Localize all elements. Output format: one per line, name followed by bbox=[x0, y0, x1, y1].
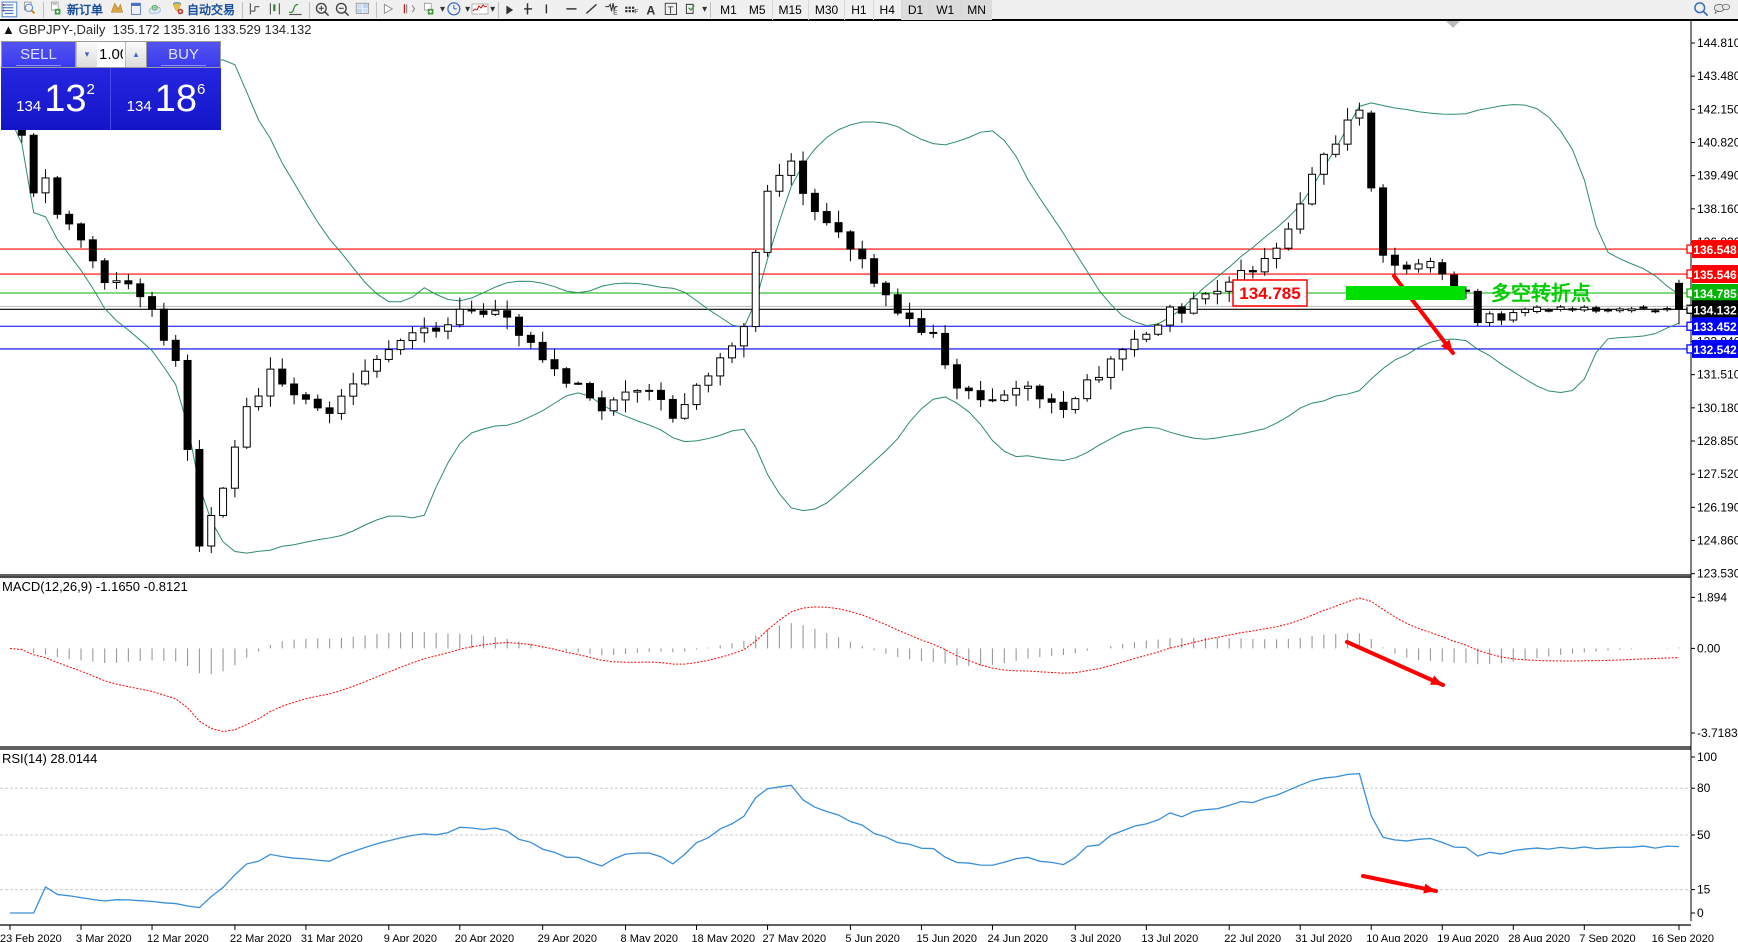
svg-text:50: 50 bbox=[1697, 828, 1711, 842]
svg-text:18 May 2020: 18 May 2020 bbox=[692, 933, 756, 942]
svg-text:134.785: 134.785 bbox=[1239, 284, 1300, 303]
svg-text:132.542: 132.542 bbox=[1693, 343, 1737, 357]
svg-text:-3.7183: -3.7183 bbox=[1697, 726, 1738, 740]
svg-text:MACD(12,26,9) -1.1650 -0.8121: MACD(12,26,9) -1.1650 -0.8121 bbox=[2, 579, 188, 594]
svg-text:144.810: 144.810 bbox=[1697, 36, 1738, 50]
svg-text:A: A bbox=[647, 3, 656, 17]
svg-text:5 Jun 2020: 5 Jun 2020 bbox=[845, 933, 899, 942]
svg-text:134.132: 134.132 bbox=[1693, 303, 1737, 317]
svg-text:31 Jul 2020: 31 Jul 2020 bbox=[1295, 933, 1352, 942]
svg-text:80: 80 bbox=[1697, 781, 1711, 795]
svg-text:31 Mar 2020: 31 Mar 2020 bbox=[301, 933, 363, 942]
svg-text:15 Jun 2020: 15 Jun 2020 bbox=[916, 933, 977, 942]
svg-text:9 Apr 2020: 9 Apr 2020 bbox=[384, 933, 437, 942]
svg-text:E: E bbox=[613, 9, 618, 16]
svg-text:143.480: 143.480 bbox=[1697, 69, 1738, 83]
svg-text:130.180: 130.180 bbox=[1697, 401, 1738, 415]
svg-text:22 Jul 2020: 22 Jul 2020 bbox=[1224, 933, 1281, 942]
svg-text:100: 100 bbox=[1697, 750, 1717, 764]
svg-text:134.785: 134.785 bbox=[1693, 287, 1737, 301]
svg-text:142.150: 142.150 bbox=[1697, 102, 1738, 116]
svg-text:20 Apr 2020: 20 Apr 2020 bbox=[455, 933, 514, 942]
svg-text:123.530: 123.530 bbox=[1697, 567, 1738, 581]
svg-text:3 Mar 2020: 3 Mar 2020 bbox=[76, 933, 132, 942]
svg-text:23 Feb 2020: 23 Feb 2020 bbox=[0, 933, 62, 942]
svg-text:131.510: 131.510 bbox=[1697, 368, 1738, 382]
svg-text:136.548: 136.548 bbox=[1693, 243, 1737, 257]
svg-text:0.00: 0.00 bbox=[1697, 641, 1721, 655]
svg-text:8 May 2020: 8 May 2020 bbox=[621, 933, 678, 942]
svg-text:139.490: 139.490 bbox=[1697, 169, 1738, 183]
svg-text:29 Apr 2020: 29 Apr 2020 bbox=[538, 933, 597, 942]
svg-text:24 Jun 2020: 24 Jun 2020 bbox=[987, 933, 1048, 942]
svg-text:133.452: 133.452 bbox=[1693, 320, 1737, 334]
svg-text:19 Aug 2020: 19 Aug 2020 bbox=[1437, 933, 1499, 942]
svg-text:T: T bbox=[668, 5, 674, 16]
svg-text:16 Sep 2020: 16 Sep 2020 bbox=[1652, 933, 1714, 942]
svg-text:124.860: 124.860 bbox=[1697, 534, 1738, 548]
svg-text:22 Mar 2020: 22 Mar 2020 bbox=[230, 933, 292, 942]
svg-text:28 Aug 2020: 28 Aug 2020 bbox=[1508, 933, 1570, 942]
svg-text:0: 0 bbox=[1697, 906, 1704, 920]
svg-text:13 Jul 2020: 13 Jul 2020 bbox=[1141, 933, 1198, 942]
svg-text:126.190: 126.190 bbox=[1697, 500, 1738, 514]
svg-text:128.850: 128.850 bbox=[1697, 434, 1738, 448]
svg-text:127.520: 127.520 bbox=[1697, 467, 1738, 481]
svg-text:12 Mar 2020: 12 Mar 2020 bbox=[147, 933, 209, 942]
svg-text:多空转折点: 多空转折点 bbox=[1491, 281, 1591, 305]
svg-text:3 Jul 2020: 3 Jul 2020 bbox=[1070, 933, 1121, 942]
svg-text:15: 15 bbox=[1697, 883, 1711, 897]
svg-text:10 Aug 2020: 10 Aug 2020 bbox=[1366, 933, 1428, 942]
svg-text:F: F bbox=[634, 8, 638, 15]
svg-text:1.894: 1.894 bbox=[1697, 590, 1727, 604]
svg-text:27 May 2020: 27 May 2020 bbox=[763, 933, 827, 942]
svg-text:140.820: 140.820 bbox=[1697, 136, 1738, 150]
svg-text:138.160: 138.160 bbox=[1697, 202, 1738, 216]
svg-text:7 Sep 2020: 7 Sep 2020 bbox=[1579, 933, 1635, 942]
svg-text:RSI(14) 28.0144: RSI(14) 28.0144 bbox=[2, 751, 97, 766]
svg-text:135.546: 135.546 bbox=[1693, 268, 1737, 282]
